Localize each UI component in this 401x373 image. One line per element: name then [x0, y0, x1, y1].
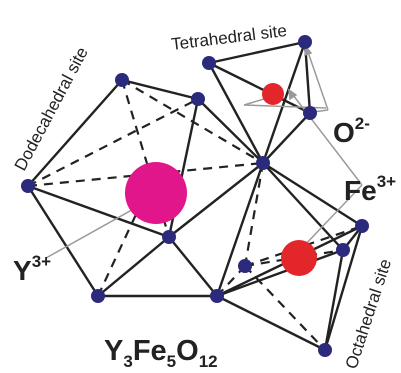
solid-bonds	[26, 40, 364, 352]
dodecahedral-site-label: Dodecahedral site	[11, 44, 92, 174]
bond	[196, 97, 265, 165]
oxygen-label-charge: 2-	[355, 114, 370, 133]
bond	[261, 161, 364, 228]
bond	[261, 40, 307, 165]
oxygen-ion	[318, 343, 332, 357]
oxygen-ion	[115, 73, 129, 87]
dashed-bond	[243, 162, 265, 267]
oxygen-ion	[238, 259, 252, 273]
iron-ion-octahedral	[281, 240, 317, 276]
oxygen-label: O2-	[333, 114, 370, 148]
bond	[215, 161, 265, 298]
arrow-head	[304, 45, 313, 57]
iron-label-charge: 3+	[377, 172, 396, 191]
yttrium-label: Y3+	[13, 252, 51, 286]
bond	[207, 40, 307, 65]
oxygen-ion	[303, 106, 317, 120]
bond	[215, 294, 327, 352]
bond	[167, 161, 265, 239]
bond	[207, 61, 312, 115]
bond	[26, 78, 124, 188]
bond	[26, 184, 171, 239]
bond	[167, 235, 219, 298]
dashed-bond	[244, 224, 363, 268]
dashed-bond	[244, 265, 326, 351]
oxygen-ion	[162, 230, 176, 244]
pointer-line	[307, 51, 329, 111]
oxygen-ion	[256, 156, 270, 170]
formula-fe-sub: 5	[167, 352, 176, 371]
yttrium-label-base: Y	[13, 255, 32, 286]
oxygen-ion	[210, 289, 224, 303]
bond	[261, 161, 345, 252]
yttrium-label-charge: 3+	[32, 252, 51, 271]
oxygen-label-base: O	[333, 117, 355, 148]
pointer-lines	[45, 45, 363, 259]
iron-ion-tetrahedral	[262, 83, 284, 105]
formula-y: Y	[104, 335, 123, 367]
dashed-bond	[97, 207, 140, 297]
bond	[120, 78, 200, 101]
dashed-bond	[121, 79, 264, 164]
bond	[323, 248, 345, 352]
formula-o-sub: 12	[199, 352, 218, 371]
bond	[207, 61, 265, 165]
bond	[261, 111, 312, 165]
oxygen-ion	[191, 92, 205, 106]
iron-label: Fe3+	[344, 172, 396, 206]
oxygen-ion	[336, 243, 350, 257]
oxygen-ion	[355, 219, 369, 233]
oxygen-ion	[91, 289, 105, 303]
oxygen-ion	[202, 56, 216, 70]
arrow-head	[288, 88, 298, 101]
formula-y-sub: 3	[123, 352, 132, 371]
iron-label-base: Fe	[344, 175, 377, 206]
formula-fe: Fe	[133, 335, 167, 367]
formula-o: O	[176, 335, 199, 367]
oxygen-ion	[298, 35, 312, 49]
chemical-formula: Y3Fe5O12	[104, 335, 218, 371]
yttrium-ion	[125, 162, 187, 224]
pointer-line	[302, 184, 363, 248]
bond	[215, 248, 345, 298]
bond	[323, 224, 364, 352]
octahedral-site-label: Octahedral site	[342, 257, 395, 372]
oxygen-ion	[21, 179, 35, 193]
bond	[96, 235, 171, 298]
bond	[26, 184, 100, 298]
oxygen-ions	[21, 35, 369, 357]
